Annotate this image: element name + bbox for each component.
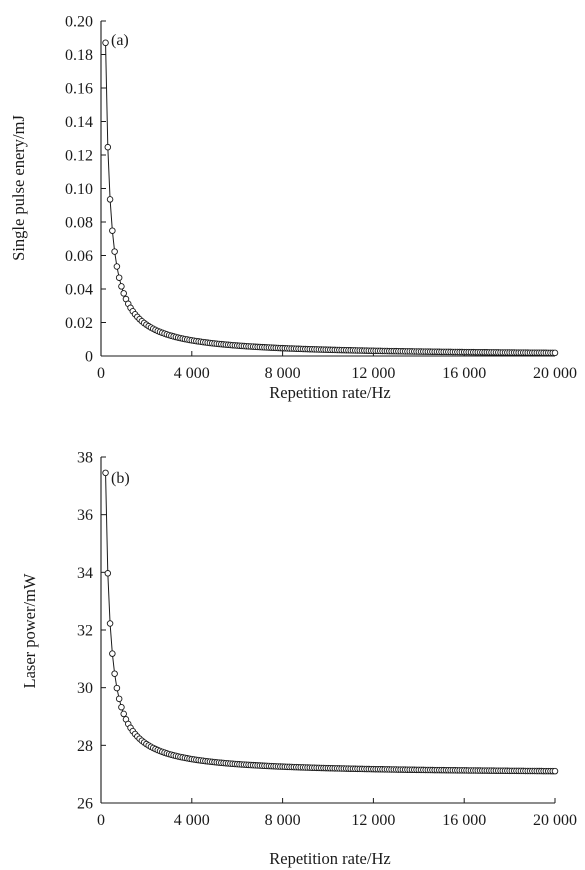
panel-b-data-point	[102, 469, 109, 477]
panel-b-y-axis-label: Laser power/mW	[20, 573, 39, 688]
panel-b-data-point	[115, 695, 123, 703]
panel-a-data-point	[109, 227, 116, 234]
panel-b-data-point	[113, 684, 121, 692]
panel-a-label: (a)	[111, 32, 129, 49]
panel-a-x-tick-label: 20 000	[533, 365, 577, 382]
panel-a-y-tick-label: 0.10	[65, 181, 93, 198]
panel-b-data-point	[118, 703, 125, 711]
panel-a-data-point	[102, 39, 109, 47]
panel-a-data-point	[106, 196, 114, 203]
panel-a-y-tick-label: 0.18	[65, 47, 93, 64]
panel-a-x-tick-label: 4 000	[174, 365, 210, 382]
panel-a-y-tick-label: 0.04	[65, 282, 93, 299]
panel-a-y-axis-label: Single pulse enery/mJ	[9, 115, 28, 261]
panel-b-data-point	[551, 767, 559, 775]
panel-b-label: (b)	[111, 470, 130, 487]
panel-a-x-tick-label: 12 000	[351, 365, 395, 382]
panel-a-chart: (a) Single pulse enery/mJ Repetition rat…	[9, 14, 577, 403]
panel-b-chart: (b) Laser power/mW Repetition rate/Hz 26…	[20, 450, 577, 869]
panel-b-y-tick-label: 28	[77, 738, 93, 755]
panel-b-series-line	[105, 472, 556, 772]
panel-b-x-axis-label: Repetition rate/Hz	[269, 849, 390, 868]
panel-a-data-point	[113, 263, 121, 270]
panel-a-data-point	[551, 349, 559, 357]
panel-a-y-tick-label: 0.14	[65, 114, 93, 131]
panel-b-y-tick-label: 34	[77, 565, 93, 582]
panel-b-y-tick-label: 26	[77, 796, 93, 813]
panel-b-x-tick-label: 20 000	[533, 812, 577, 829]
panel-a-y-tick-label: 0.20	[65, 14, 93, 31]
panel-a-data-point	[118, 283, 125, 290]
panel-b-y-tick-label: 32	[77, 623, 93, 640]
panel-a-x-tick-label: 0	[97, 365, 105, 382]
panel-a-data-point	[115, 274, 123, 281]
panel-a-y-tick-label: 0.06	[65, 248, 93, 265]
panel-a-x-tick-label: 16 000	[442, 365, 486, 382]
panel-a-data-point	[120, 290, 127, 297]
panel-a-y-tick-label: 0.08	[65, 215, 93, 232]
panel-b-data-point	[106, 620, 114, 627]
panel-a-y-tick-label: 0.12	[65, 148, 93, 165]
panel-a-y-tick-label: 0	[85, 349, 93, 366]
panel-b-data-point	[120, 710, 127, 718]
panel-a-y-tick-label: 0.02	[65, 315, 93, 332]
panel-b-x-tick-label: 0	[97, 812, 105, 829]
panel-a-x-axis-label: Repetition rate/Hz	[269, 383, 390, 402]
panel-b-data-point	[104, 570, 112, 577]
panel-b-x-tick-label: 16 000	[442, 812, 486, 829]
panel-b-x-tick-label: 12 000	[351, 812, 395, 829]
panel-b-data-point	[109, 650, 116, 657]
panel-b-y-tick-label: 38	[77, 450, 93, 467]
panel-b-x-tick-label: 4 000	[174, 812, 210, 829]
panel-b-y-tick-label: 30	[77, 680, 93, 697]
panel-a-data-point	[104, 143, 112, 151]
panel-a-data-point	[111, 248, 118, 255]
panel-a-x-tick-label: 8 000	[265, 365, 301, 382]
panel-a-series-line	[105, 42, 556, 354]
panel-b-y-tick-label: 36	[77, 507, 93, 524]
panel-b-data-point	[111, 670, 118, 677]
panel-a-y-tick-label: 0.16	[65, 81, 93, 98]
panel-b-x-tick-label: 8 000	[265, 812, 301, 829]
